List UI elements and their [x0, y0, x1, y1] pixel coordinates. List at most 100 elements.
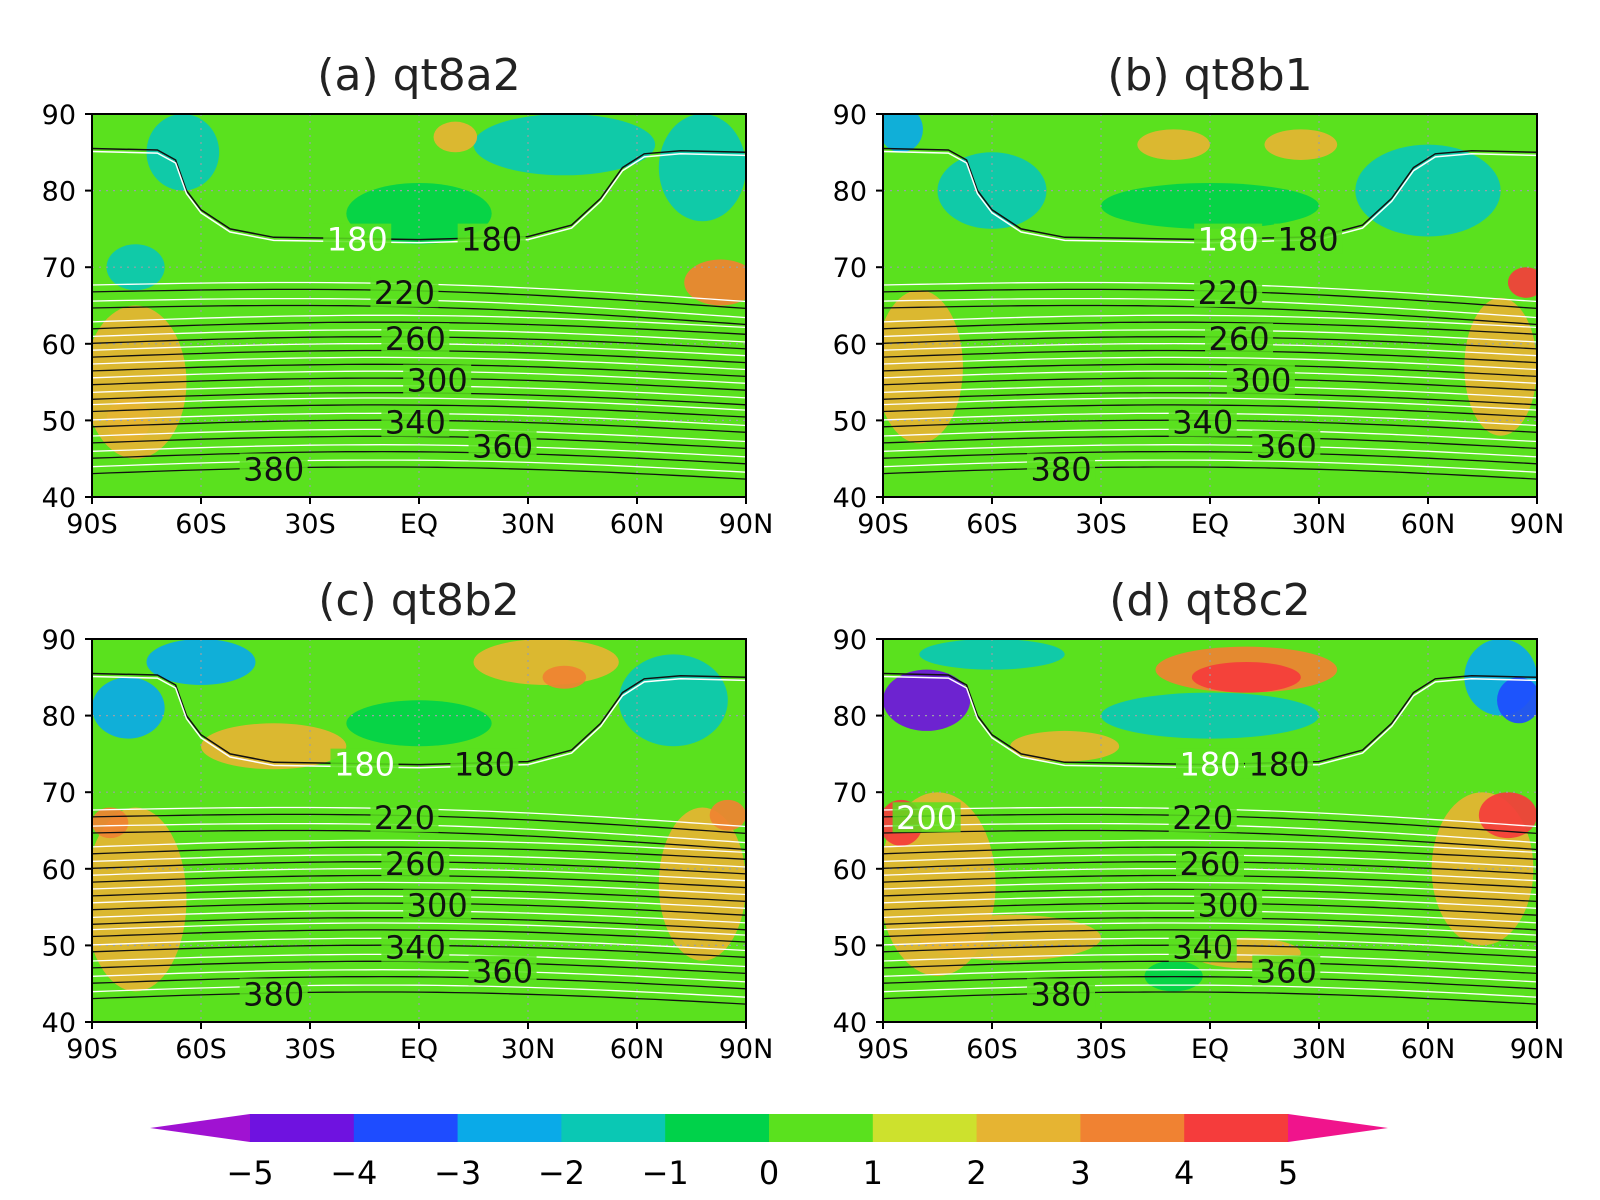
- y-tick-label: 60: [42, 855, 76, 886]
- contour-line: [92, 314, 746, 329]
- colorbar-box: [1184, 1114, 1289, 1142]
- chart-panel: 180 180 220 260 300 340 360 380 90S 60S 30S EQ 30N 60…: [42, 50, 774, 540]
- contour-label-background: [381, 323, 450, 354]
- anomaly-blob: [1101, 692, 1319, 739]
- contour-line: [92, 321, 746, 335]
- contour-label-background: [1252, 955, 1321, 986]
- anomaly-blob: [92, 807, 129, 839]
- contour-line: [92, 450, 746, 465]
- contour-label-background: [403, 364, 472, 395]
- contour-label-background: [892, 802, 961, 833]
- contour-label: 380: [1030, 975, 1091, 1013]
- y-tick-label: 60: [833, 855, 867, 886]
- contour-line: [92, 975, 746, 990]
- contour-label: 300: [1230, 362, 1291, 400]
- y-tick-label: 90: [42, 100, 76, 131]
- colorbar-label: 1: [863, 1154, 883, 1192]
- contour-label: 260: [1209, 320, 1270, 358]
- contour-line: [883, 397, 1537, 411]
- x-tick-label: 90S: [857, 1034, 909, 1065]
- contour-label-background: [239, 978, 308, 1009]
- contour-label-background: [1226, 364, 1295, 395]
- anomaly-blob: [883, 669, 971, 731]
- contour-label: 180: [334, 746, 395, 784]
- contour-lines: [883, 147, 1537, 480]
- contour-line: [92, 984, 746, 998]
- contour-label: 180: [1198, 221, 1259, 259]
- anomaly-blob: [658, 114, 746, 222]
- anomaly-blob: [1264, 129, 1338, 160]
- contour-label-background: [1027, 978, 1096, 1009]
- contour-line: [92, 459, 746, 473]
- contour-line: [883, 444, 1537, 458]
- chart-title: (c) qt8b2: [318, 575, 520, 626]
- contour-line: [883, 392, 1537, 406]
- y-tick-label: 80: [42, 177, 76, 208]
- contour-line: [92, 922, 746, 936]
- contour-line: [92, 363, 746, 378]
- x-tick-label: 30S: [284, 1034, 336, 1065]
- colorbar-label: 5: [1278, 1154, 1298, 1192]
- contour-label-background: [1168, 931, 1237, 962]
- contour-label: 180: [327, 221, 388, 259]
- contour-line: [883, 969, 1537, 983]
- contour-line: [883, 929, 1537, 943]
- contour-line: [883, 888, 1537, 903]
- contour-line: [883, 922, 1537, 936]
- chart-panel: 180 180 220 260 300 340 360 380 90S 60S 30S EQ 30N 60…: [833, 50, 1565, 540]
- contour-label: 180: [454, 746, 515, 784]
- x-tick-label: 90N: [1510, 509, 1565, 540]
- anomaly-blob: [684, 259, 746, 306]
- contour-label-background: [468, 430, 537, 461]
- contour-line-180: [92, 675, 746, 769]
- y-tick-label: 50: [42, 406, 76, 437]
- colorbar-label: 4: [1174, 1154, 1194, 1192]
- contour-line: [92, 881, 746, 896]
- contour-label-background: [1194, 277, 1263, 308]
- anomaly-blob: [1497, 677, 1537, 724]
- contour-label: 220: [374, 274, 435, 312]
- contour-label-background: [1168, 406, 1237, 437]
- x-tick-label: 30N: [1292, 509, 1347, 540]
- anomaly-blob: [937, 152, 1047, 229]
- contour-line: [883, 363, 1537, 378]
- contour-line: [92, 991, 746, 1005]
- colorbar-triangle-right: [1288, 1114, 1388, 1142]
- x-tick-label: EQ: [1191, 509, 1229, 540]
- colorbar-label: 0: [759, 1154, 779, 1192]
- contour-line: [883, 404, 1537, 418]
- colorbar-box: [250, 1114, 355, 1142]
- y-tick-label: 70: [833, 778, 867, 809]
- contour-line: [92, 404, 746, 418]
- anomaly-blob: [618, 654, 728, 747]
- x-tick-label: 90N: [719, 1034, 774, 1065]
- contour-label-background: [1194, 223, 1263, 254]
- colorbar-box: [1080, 1114, 1185, 1142]
- x-tick-label: 30N: [1292, 1034, 1347, 1065]
- anomaly-blob: [1507, 267, 1537, 298]
- y-tick-label: 90: [833, 100, 867, 131]
- contour-line: [883, 356, 1537, 371]
- contour-line: [883, 370, 1537, 384]
- contour-lines: [92, 147, 746, 480]
- colorbar-box: [976, 1114, 1081, 1142]
- contour-label: 220: [1172, 799, 1233, 837]
- x-tick-label: 60N: [610, 1034, 665, 1065]
- contour-label-background: [403, 889, 472, 920]
- chart-panel: 200 180 180 220 260 300 340 360 380 90S 60S 30S EQ 30…: [833, 575, 1565, 1065]
- colorbar-box: [353, 1114, 459, 1142]
- contour-label-background: [239, 453, 308, 484]
- contour-label-background: [1205, 323, 1274, 354]
- contour-label-background: [1168, 802, 1237, 833]
- anomaly-blob: [1137, 129, 1210, 160]
- y-tick-label: 60: [833, 330, 867, 361]
- contour-label: 260: [385, 845, 446, 883]
- contour-line-180: [92, 672, 746, 766]
- x-tick-label: 30S: [1075, 509, 1127, 540]
- colorbar-box: [665, 1114, 770, 1142]
- contour-line: [883, 466, 1537, 480]
- anomaly-field: [92, 639, 746, 992]
- contour-label: 220: [374, 799, 435, 837]
- contour-line: [883, 846, 1537, 860]
- y-tick-label: 80: [833, 177, 867, 208]
